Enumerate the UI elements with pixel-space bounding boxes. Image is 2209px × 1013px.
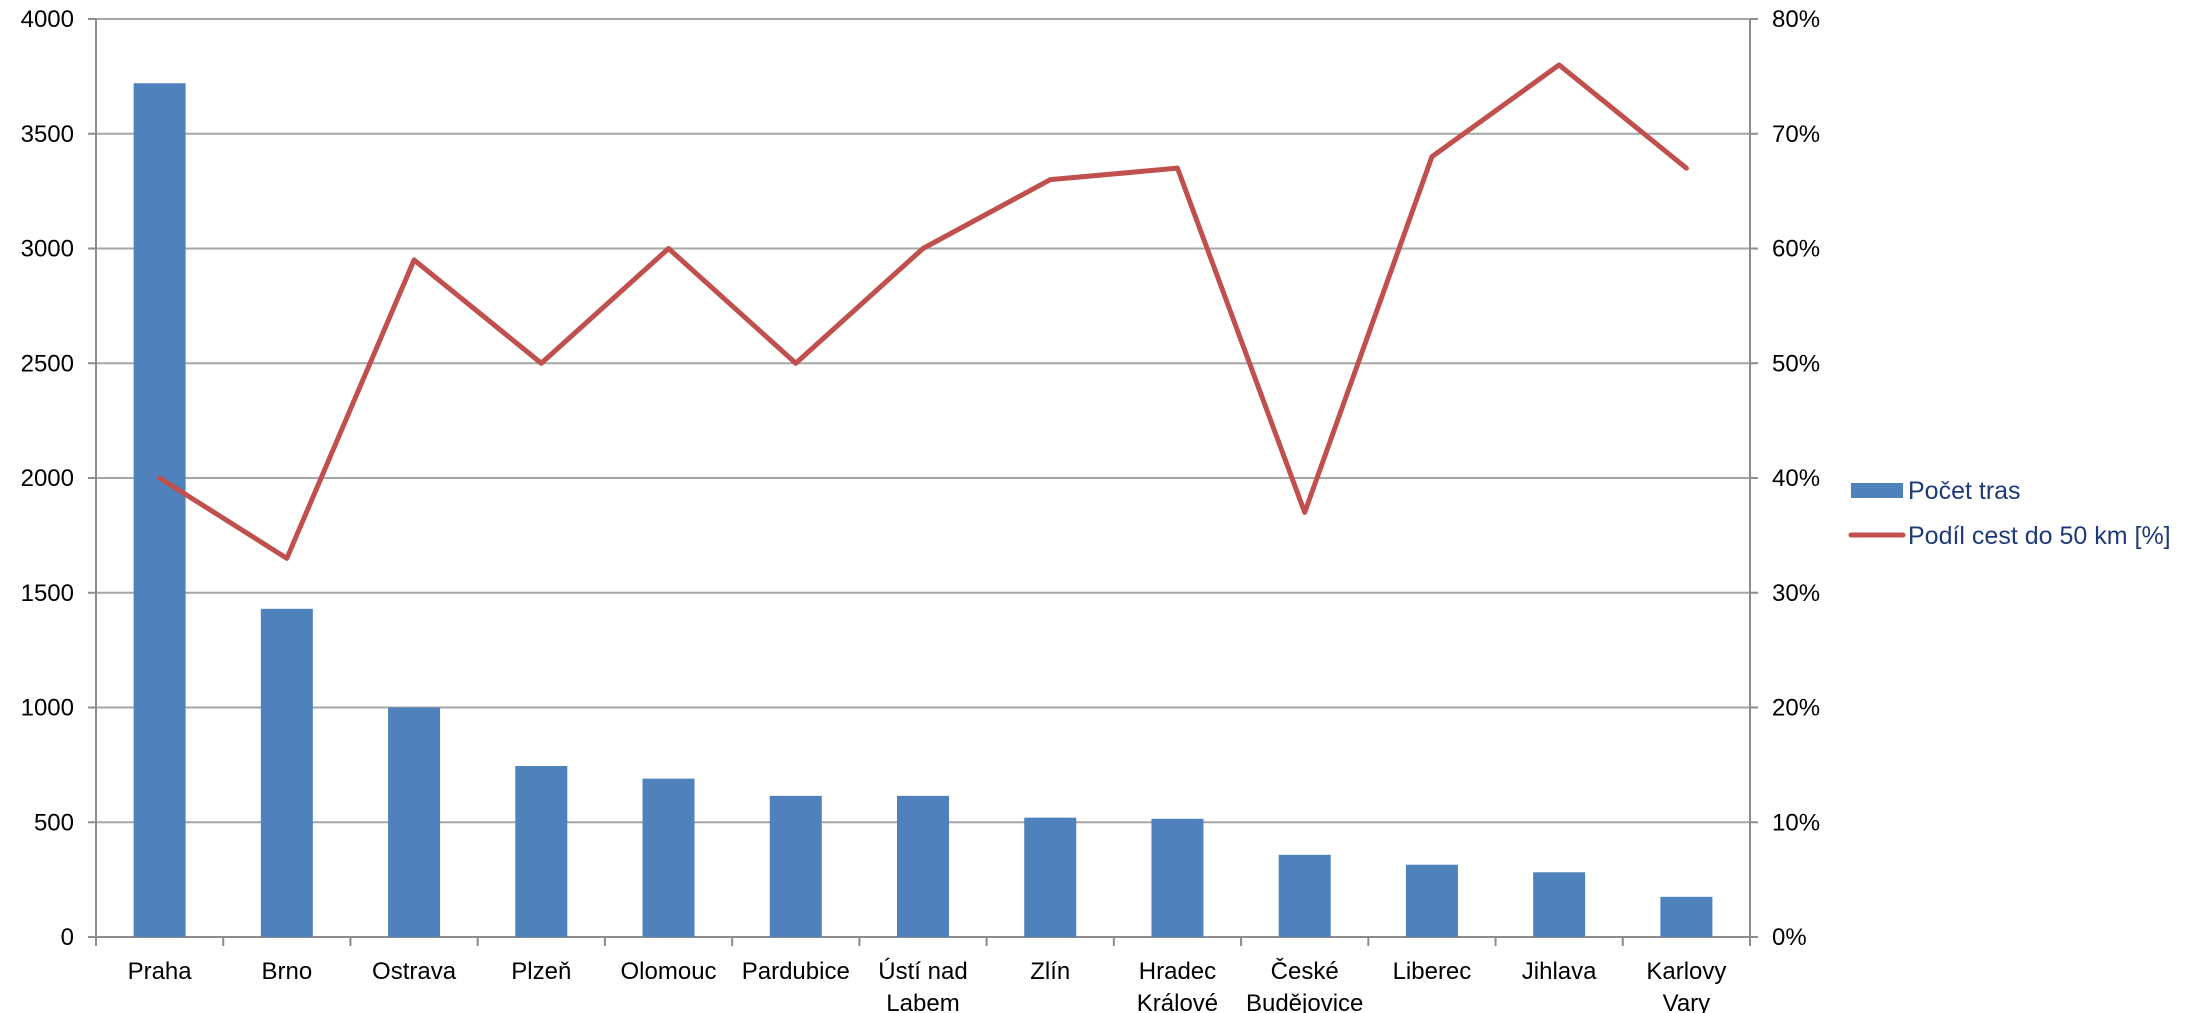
y-right-tick-label: 40% [1772,465,1820,492]
bar [1024,817,1077,937]
bar [1533,872,1586,937]
x-tick-label-line: Plzeň [511,958,571,985]
x-tick-label-line: České [1271,957,1339,985]
bar [1405,864,1458,937]
bar [260,608,313,937]
x-tick-label-line: Olomouc [621,958,717,985]
x-tick-label-line: Ostrava [372,958,457,985]
x-tick-label: Ostrava [372,958,457,985]
legend: Počet tras Podíl cest do 50 km [%] [1848,477,2171,550]
y-left-tick-label: 500 [34,809,74,836]
x-tick-label-line: Praha [128,958,193,985]
x-tick-label: České Budějovice [1246,957,1363,1013]
legend-swatch-bar [1851,483,1903,498]
y-right-tick-label: 30% [1772,580,1820,607]
y-right-tick-label: 0% [1772,924,1807,951]
x-tick-label-line: Jihlava [1522,958,1597,985]
y-right-tick-label: 20% [1772,695,1820,722]
x-tick-label-line: Pardubice [742,958,850,985]
y-left-tick-label: 3000 [21,236,74,263]
y-right-tick-label: 50% [1772,350,1820,377]
x-tick-label: Karlovy Vary [1646,958,1726,1013]
bar [1278,854,1331,937]
y-left-tick-label: 1500 [21,580,74,607]
x-tick-label-line: Hradec [1139,958,1216,985]
y-left-tick-label: 3500 [21,121,74,148]
bar-series [133,83,1713,937]
bar [769,795,822,937]
x-tick-label: Zlín [1030,958,1070,985]
y-left-tick-label: 0 [61,924,74,951]
bar [133,83,186,937]
y-left-tick-label: 2000 [21,465,74,492]
x-tick-label: Olomouc [621,958,717,985]
x-tick-label: Liberec [1393,958,1472,985]
bar [515,766,568,937]
legend-label-bar: Počet tras [1908,477,2021,505]
y-left-tick-label: 1000 [21,695,74,722]
bar [897,795,949,937]
y-left-tick-label: 2500 [21,350,74,377]
x-tick-label: Plzeň [511,958,571,985]
y-right-tick-label: 60% [1772,236,1820,263]
axis-labels: 0 500 1000 1500 2000 2500 3000 3500 4000 0% 10% 20%… [21,6,1820,1013]
bar [1660,896,1713,937]
line-series-path [157,62,1689,561]
bar [388,707,441,937]
x-tick-label-line: Budějovice [1246,990,1363,1013]
x-tick-label-line: Králové [1137,990,1218,1013]
x-tick-label-line: Vary [1663,990,1711,1013]
x-tick-label: Praha [128,958,193,985]
x-tick-label: Pardubice [742,958,850,985]
x-tick-label: Brno [261,958,312,985]
bar [1151,818,1204,937]
bar [642,778,695,937]
x-tick-label-line: Karlovy [1646,958,1726,985]
line-series [157,62,1689,561]
y-right-tick-label: 10% [1772,809,1820,836]
x-tick-label-line: Labem [886,990,959,1013]
x-tick-label: Ústí nad Labem [878,958,967,1013]
legend-label-line: Podíl cest do 50 km [%] [1908,522,2171,550]
y-left-tick-label: 4000 [21,6,74,33]
x-tick-label-line: Ústí nad [878,958,967,985]
y-right-tick-label: 70% [1772,121,1820,148]
x-tick-label-line: Brno [261,958,312,985]
x-tick-label: Hradec Králové [1137,958,1218,1013]
x-tick-label-line: Zlín [1030,958,1070,985]
y-right-tick-label: 80% [1772,6,1820,33]
x-tick-label-line: Liberec [1393,958,1472,985]
x-tick-label: Jihlava [1522,958,1597,985]
